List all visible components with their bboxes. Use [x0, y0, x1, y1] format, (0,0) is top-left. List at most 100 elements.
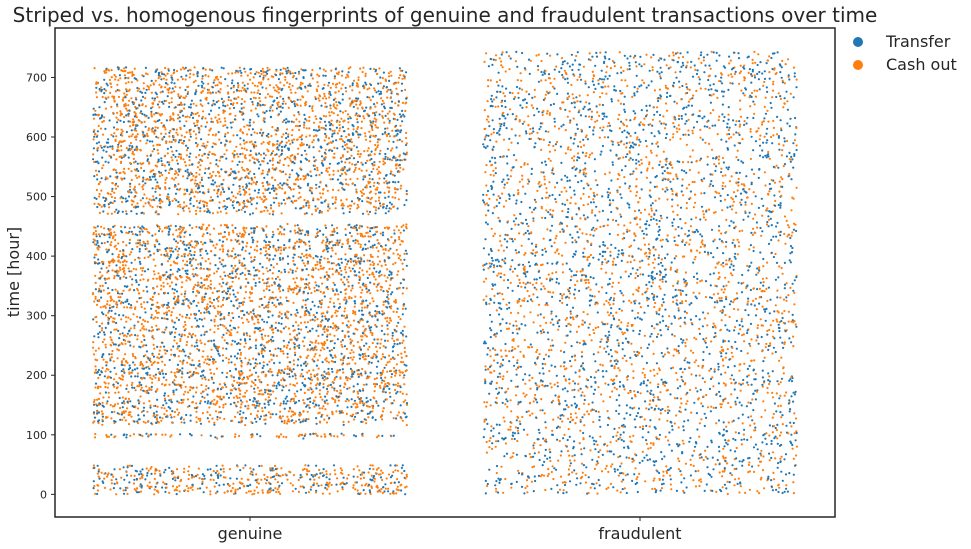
genuine-point [231, 419, 234, 422]
genuine-point [223, 235, 226, 238]
genuine-point [103, 92, 106, 95]
genuine-point [309, 382, 312, 385]
genuine-point [119, 268, 122, 271]
genuine-point [300, 364, 303, 367]
genuine-point [268, 254, 271, 257]
genuine-point [138, 473, 141, 476]
genuine-point [219, 156, 222, 159]
genuine-point [113, 132, 116, 135]
genuine-point [341, 93, 344, 96]
genuine-point [368, 489, 371, 492]
genuine-point [303, 344, 306, 348]
genuine-point [195, 371, 198, 375]
genuine-point [249, 490, 252, 493]
genuine-point [199, 207, 202, 210]
genuine-point [156, 250, 159, 253]
genuine-point [115, 158, 118, 161]
genuine-point [375, 270, 378, 273]
genuine-point [278, 384, 281, 387]
genuine-point [344, 258, 347, 261]
genuine-point [283, 268, 286, 271]
genuine-point [333, 435, 336, 438]
genuine-point [378, 312, 381, 315]
genuine-point [258, 378, 261, 381]
genuine-point [243, 210, 247, 213]
genuine-point [247, 407, 250, 410]
genuine-point [119, 276, 122, 279]
genuine-point [373, 377, 376, 381]
genuine-point [295, 284, 298, 287]
genuine-point [379, 473, 382, 476]
genuine-point [279, 372, 282, 375]
genuine-point [311, 327, 314, 330]
genuine-point [217, 232, 220, 235]
genuine-point [257, 89, 260, 92]
genuine-point [164, 399, 167, 402]
genuine-point [382, 355, 385, 358]
genuine-point [93, 129, 96, 132]
genuine-point [101, 415, 104, 418]
genuine-point [340, 409, 343, 412]
genuine-point [359, 133, 362, 136]
genuine-point [125, 210, 128, 213]
genuine-point [394, 124, 398, 127]
genuine-point [318, 229, 322, 232]
genuine-point [129, 288, 132, 291]
genuine-point [355, 112, 358, 115]
genuine-point [287, 271, 290, 274]
genuine-point [139, 483, 142, 486]
genuine-point [383, 380, 386, 383]
genuine-point [262, 289, 265, 292]
genuine-point [216, 490, 219, 493]
genuine-point [225, 347, 228, 350]
genuine-point [286, 156, 289, 159]
genuine-point [112, 487, 115, 490]
genuine-point [181, 362, 184, 365]
genuine-point [253, 161, 256, 164]
genuine-point [293, 351, 297, 354]
genuine-point [373, 89, 377, 92]
genuine-point [133, 185, 136, 189]
genuine-point [256, 132, 259, 135]
genuine-point [275, 193, 278, 196]
genuine-point [261, 227, 264, 230]
genuine-point [312, 432, 315, 435]
genuine-point [140, 99, 143, 102]
genuine-point [326, 385, 329, 388]
genuine-point [300, 321, 303, 324]
genuine-point [117, 118, 120, 121]
genuine-point [200, 125, 203, 128]
genuine-point [164, 328, 167, 331]
genuine-point [190, 240, 193, 243]
genuine-point [240, 89, 243, 92]
genuine-point [186, 90, 190, 94]
genuine-point [132, 188, 135, 191]
genuine-point [108, 233, 111, 236]
genuine-point [257, 191, 260, 194]
genuine-point [295, 287, 298, 290]
genuine-point [142, 409, 145, 412]
genuine-point [194, 283, 197, 286]
genuine-point [147, 256, 150, 259]
genuine-point [260, 371, 263, 374]
genuine-point [153, 148, 156, 151]
genuine-point [248, 270, 251, 273]
genuine-point [223, 205, 226, 208]
genuine-point [97, 470, 100, 473]
genuine-point [336, 162, 339, 165]
genuine-point [139, 262, 142, 265]
genuine-point [362, 300, 365, 303]
genuine-point [249, 363, 252, 366]
genuine-point [380, 338, 383, 341]
genuine-point [95, 303, 99, 306]
genuine-point [248, 233, 251, 236]
genuine-point [102, 305, 105, 308]
genuine-point [360, 225, 363, 228]
genuine-point [314, 208, 317, 211]
genuine-point [141, 269, 144, 272]
genuine-point [178, 86, 182, 89]
genuine-point [270, 134, 273, 138]
genuine-point [114, 312, 117, 315]
genuine-point [142, 82, 145, 85]
genuine-point [229, 369, 232, 373]
